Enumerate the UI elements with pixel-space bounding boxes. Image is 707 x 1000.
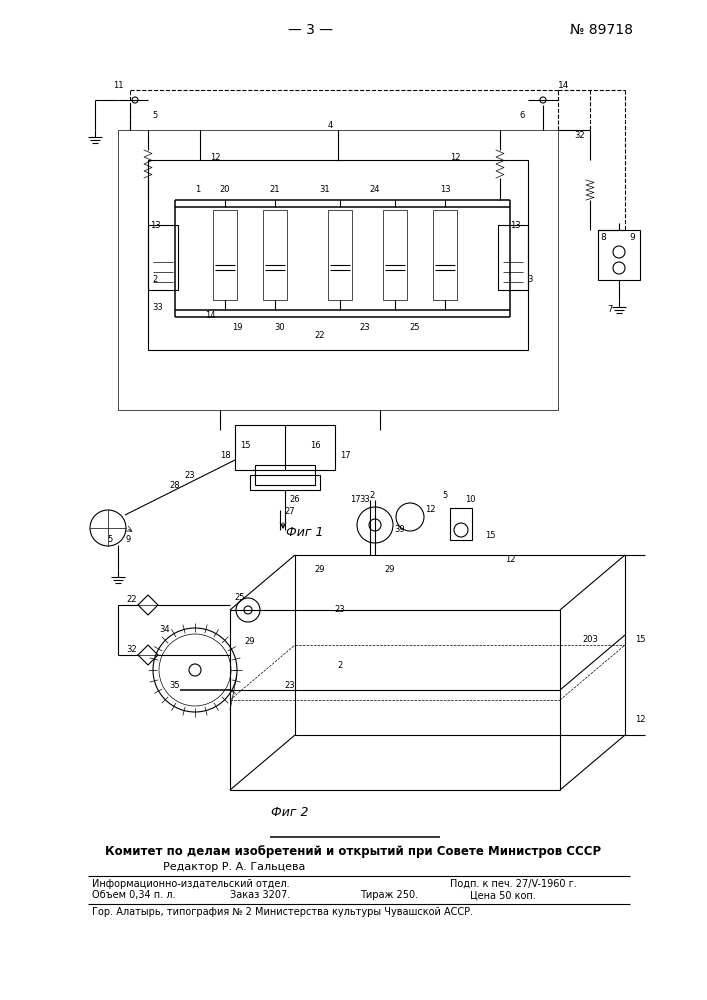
Bar	[230, 610, 560, 790]
Text: Тираж 250.: Тираж 250.	[360, 890, 418, 900]
Text: 15: 15	[485, 530, 495, 540]
Bar	[250, 475, 320, 490]
Text: Заказ 3207.: Заказ 3207.	[230, 890, 291, 900]
Text: 8: 8	[600, 233, 606, 242]
Text: 29: 29	[245, 638, 255, 647]
Text: 39: 39	[395, 526, 405, 534]
Text: 2: 2	[153, 275, 158, 284]
Text: 12: 12	[450, 153, 460, 162]
Text: 3: 3	[527, 275, 532, 284]
Text: 5: 5	[107, 536, 112, 544]
Text: 203: 203	[582, 636, 598, 645]
Text: 13: 13	[510, 221, 520, 230]
Text: 33: 33	[360, 495, 370, 504]
Bar	[263, 210, 287, 300]
Text: 16: 16	[310, 440, 320, 450]
Text: 7: 7	[607, 306, 613, 314]
Bar	[148, 160, 528, 350]
Text: 25: 25	[410, 324, 420, 332]
Text: 17: 17	[339, 450, 350, 460]
Text: 12: 12	[505, 556, 515, 564]
Text: Информационно-издательский отдел.: Информационно-издательский отдел.	[92, 879, 290, 889]
Text: 4: 4	[327, 120, 332, 129]
Text: 23: 23	[334, 605, 345, 614]
Text: 25: 25	[235, 593, 245, 602]
Text: 17: 17	[350, 495, 361, 504]
Text: 29: 29	[385, 566, 395, 574]
Text: 15: 15	[635, 636, 645, 645]
Text: 22: 22	[315, 330, 325, 340]
Text: 28: 28	[170, 482, 180, 490]
Text: 15: 15	[240, 440, 250, 450]
Text: 12: 12	[425, 506, 436, 514]
Text: Фиг 1: Фиг 1	[286, 526, 324, 538]
Text: Редактор Р. А. Гальцева: Редактор Р. А. Гальцева	[163, 862, 305, 872]
Text: Цена 50 коп.: Цена 50 коп.	[470, 890, 536, 900]
Text: 29: 29	[315, 566, 325, 574]
Text: Комитет по делам изобретений и открытий при Совете Министров СССР: Комитет по делам изобретений и открытий …	[105, 846, 601, 858]
Text: 19: 19	[232, 324, 243, 332]
Bar	[295, 555, 625, 735]
Bar	[433, 210, 457, 300]
Text: 18: 18	[220, 450, 230, 460]
Text: 6: 6	[520, 110, 525, 119]
Text: 34: 34	[160, 626, 170, 635]
Text: Гор. Алатырь, типография № 2 Министерства культуры Чувашской АССР.: Гор. Алатырь, типография № 2 Министерств…	[92, 907, 473, 917]
Text: Объем 0,34 п. л.: Объем 0,34 п. л.	[92, 890, 175, 900]
Text: Фиг 2: Фиг 2	[271, 806, 309, 818]
Text: 13: 13	[150, 221, 160, 230]
Text: 12: 12	[635, 716, 645, 724]
Bar	[450, 508, 472, 540]
Text: 2: 2	[337, 660, 343, 670]
Bar	[498, 225, 528, 290]
Text: 32: 32	[127, 646, 137, 654]
Text: — 3 —: — 3 —	[288, 23, 332, 37]
Bar	[598, 230, 640, 280]
Bar	[235, 425, 335, 470]
Text: 20: 20	[220, 186, 230, 194]
Text: 12: 12	[210, 153, 221, 162]
Bar	[213, 210, 237, 300]
Text: 14: 14	[558, 81, 569, 90]
Text: 35: 35	[170, 680, 180, 690]
Text: Подп. к печ. 27/V-1960 г.: Подп. к печ. 27/V-1960 г.	[450, 879, 577, 889]
Text: 32: 32	[575, 130, 585, 139]
Text: 31: 31	[320, 186, 330, 194]
Text: 23: 23	[185, 471, 195, 480]
Text: 14: 14	[205, 310, 215, 320]
Bar	[328, 210, 352, 300]
Text: 21: 21	[270, 186, 280, 194]
Text: 24: 24	[370, 186, 380, 194]
Bar	[118, 130, 558, 410]
Text: 27: 27	[285, 508, 296, 516]
Text: 5: 5	[153, 110, 158, 119]
Text: 11: 11	[112, 81, 123, 90]
Text: 13: 13	[440, 186, 450, 194]
Text: 9: 9	[629, 233, 635, 242]
Text: 23: 23	[285, 680, 296, 690]
Bar	[255, 465, 315, 485]
Bar	[383, 210, 407, 300]
Text: 10: 10	[464, 495, 475, 504]
Text: 26: 26	[290, 495, 300, 504]
Text: 33: 33	[153, 302, 163, 312]
Text: 2: 2	[369, 490, 375, 499]
Text: 9: 9	[125, 536, 131, 544]
Text: 22: 22	[127, 595, 137, 604]
Text: 5: 5	[443, 490, 448, 499]
Text: 23: 23	[360, 324, 370, 332]
Text: № 89718: № 89718	[570, 23, 633, 37]
Text: 1: 1	[195, 186, 201, 194]
Bar	[148, 225, 178, 290]
Text: 30: 30	[275, 324, 286, 332]
